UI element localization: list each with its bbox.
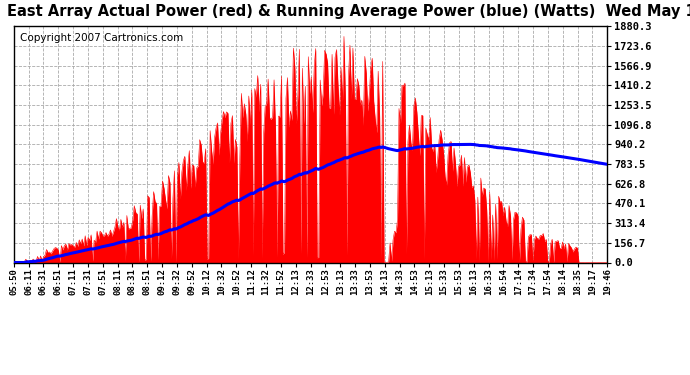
Text: Copyright 2007 Cartronics.com: Copyright 2007 Cartronics.com bbox=[20, 33, 183, 44]
Text: East Array Actual Power (red) & Running Average Power (blue) (Watts)  Wed May 16: East Array Actual Power (red) & Running … bbox=[7, 4, 690, 19]
